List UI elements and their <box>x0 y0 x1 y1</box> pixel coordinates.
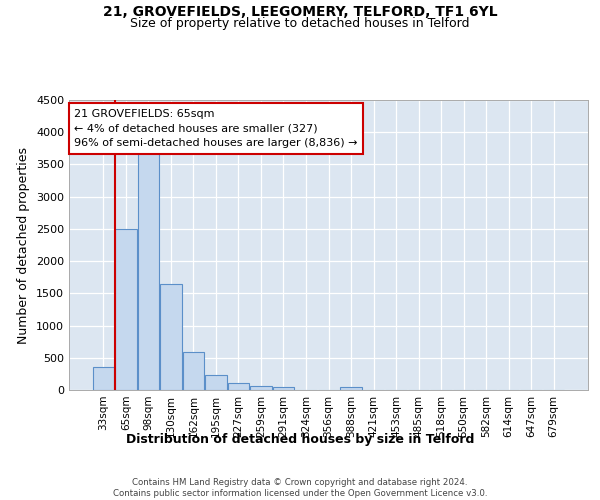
Bar <box>205 375 227 390</box>
Bar <box>250 386 272 390</box>
Bar <box>182 352 204 390</box>
Text: Contains HM Land Registry data © Crown copyright and database right 2024.
Contai: Contains HM Land Registry data © Crown c… <box>113 478 487 498</box>
Bar <box>273 388 294 390</box>
Bar <box>160 284 182 390</box>
Bar <box>137 148 159 390</box>
Bar <box>340 387 362 390</box>
Text: 21, GROVEFIELDS, LEEGOMERY, TELFORD, TF1 6YL: 21, GROVEFIELDS, LEEGOMERY, TELFORD, TF1… <box>103 5 497 19</box>
Text: Distribution of detached houses by size in Telford: Distribution of detached houses by size … <box>126 432 474 446</box>
Y-axis label: Number of detached properties: Number of detached properties <box>17 146 31 344</box>
Text: 21 GROVEFIELDS: 65sqm
← 4% of detached houses are smaller (327)
96% of semi-deta: 21 GROVEFIELDS: 65sqm ← 4% of detached h… <box>74 108 358 148</box>
Bar <box>115 229 137 390</box>
Text: Size of property relative to detached houses in Telford: Size of property relative to detached ho… <box>130 18 470 30</box>
Bar <box>92 367 114 390</box>
Bar <box>228 383 249 390</box>
